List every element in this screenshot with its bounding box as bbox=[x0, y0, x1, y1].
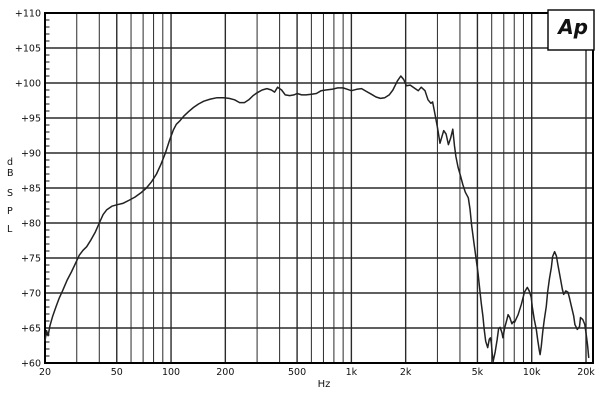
x-tick-label: 2k bbox=[400, 367, 412, 378]
x-axis-unit-label: Hz bbox=[318, 379, 331, 390]
y-unit-letter: S bbox=[7, 188, 13, 199]
y-tick-label: +110 bbox=[15, 9, 41, 20]
y-tick-label: +80 bbox=[21, 219, 41, 230]
y-tick-label: +75 bbox=[21, 254, 41, 265]
x-tick-label: 500 bbox=[288, 367, 306, 378]
frequency-response-curve bbox=[44, 75, 590, 363]
ap-logo-box bbox=[547, 9, 595, 51]
y-unit-letter: L bbox=[7, 224, 13, 235]
plot-frame bbox=[44, 12, 594, 364]
ap-logo-text: Ap bbox=[556, 15, 588, 39]
grid-lines bbox=[45, 13, 593, 363]
x-tick-label: 200 bbox=[216, 367, 234, 378]
x-tick-label: 20k bbox=[577, 367, 595, 378]
y-tick-label: +65 bbox=[21, 324, 41, 335]
y-tick-label: +85 bbox=[21, 184, 41, 195]
x-tick-label: 20 bbox=[39, 367, 51, 378]
frequency-response-curve-layer bbox=[44, 75, 590, 363]
y-tick-label: +95 bbox=[21, 114, 41, 125]
x-tick-label: 10k bbox=[523, 367, 541, 378]
x-tick-label: 50 bbox=[111, 367, 123, 378]
y-tick-label: +60 bbox=[21, 359, 41, 370]
y-unit-letter: P bbox=[7, 206, 13, 217]
y-unit-letter: B bbox=[7, 168, 14, 179]
y-tick-label: +105 bbox=[15, 44, 41, 55]
y-unit-letter: d bbox=[7, 157, 13, 168]
x-tick-label: 1k bbox=[346, 367, 358, 378]
x-tick-label: 5k bbox=[472, 367, 484, 378]
y-tick-label: +70 bbox=[21, 289, 41, 300]
plot-border bbox=[44, 12, 594, 364]
y-tick-label: +90 bbox=[21, 149, 41, 160]
x-tick-label: 100 bbox=[162, 367, 180, 378]
y-tick-label: +100 bbox=[15, 79, 41, 90]
ap-logo: Ap bbox=[547, 9, 595, 51]
